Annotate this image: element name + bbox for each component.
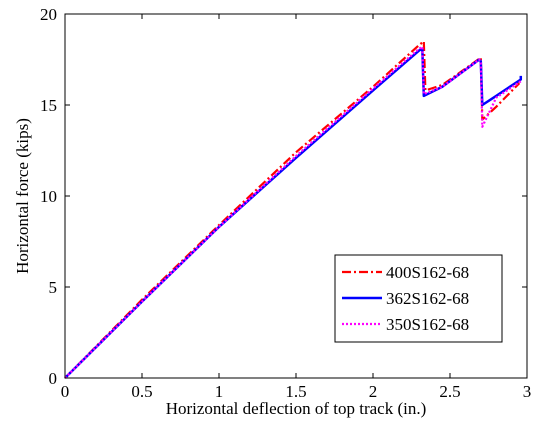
y-tick-label: 0: [49, 369, 58, 388]
series-line-362S162-68: [64, 47, 523, 379]
x-tick-label: 0.5: [131, 382, 152, 401]
x-tick-label: 2.5: [439, 382, 460, 401]
x-tick-label: 0: [61, 382, 70, 401]
legend: 400S162-68 362S162-68 350S162-68: [334, 254, 503, 343]
legend-label: 350S162-68: [386, 315, 469, 334]
series-line-350S162-68: [64, 45, 522, 379]
legend-label: 362S162-68: [386, 289, 469, 308]
y-tick-label: 5: [49, 278, 58, 297]
y-tick-label: 15: [40, 96, 57, 115]
x-axis-label: Horizontal deflection of top track (in.): [166, 399, 427, 418]
x-tick-label: 1.5: [285, 382, 306, 401]
x-tick-label: 3: [523, 382, 532, 401]
ticks-layer: 0 0.5 1 1.5 2 2.5 3 0 5 10 15 20: [40, 5, 531, 401]
series-layer: [64, 40, 523, 379]
y-tick-label: 20: [40, 5, 57, 24]
y-tick-label: 10: [40, 187, 57, 206]
y-axis-label: Horizontal force (kips): [13, 118, 32, 274]
x-tick-label: 1: [215, 382, 224, 401]
x-tick-label: 2: [369, 382, 378, 401]
legend-label: 400S162-68: [386, 263, 469, 282]
